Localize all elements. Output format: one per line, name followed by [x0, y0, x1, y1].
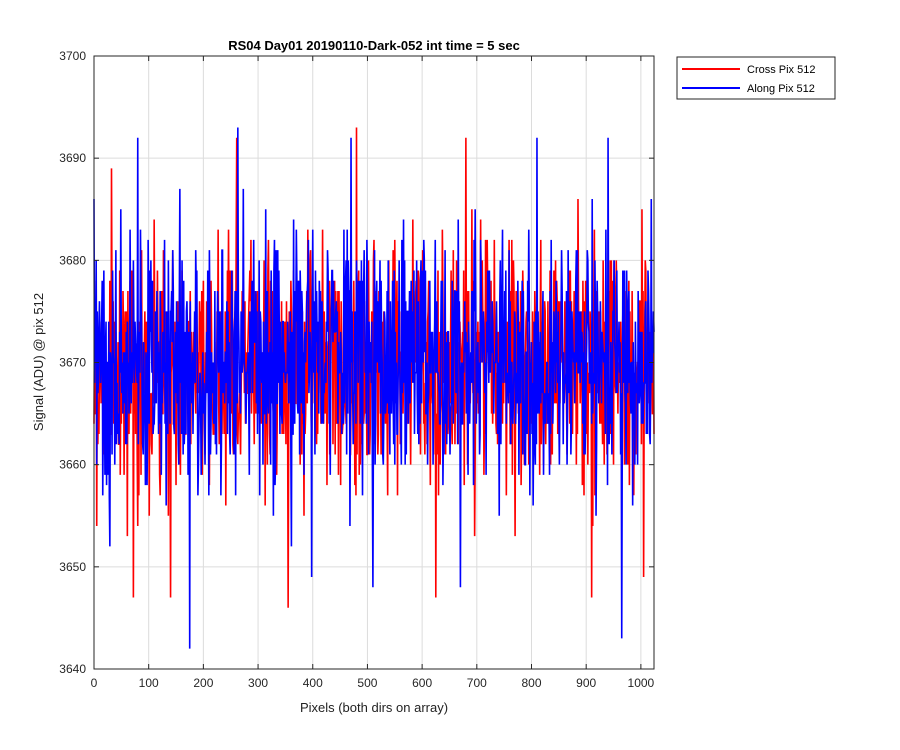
x-tick-label: 0: [91, 676, 98, 690]
chart-title: RS04 Day01 20190110-Dark-052 int time = …: [228, 38, 520, 53]
x-axis-label: Pixels (both dirs on array): [300, 700, 448, 715]
x-tick-label: 300: [248, 676, 268, 690]
legend: Cross Pix 512 Along Pix 512: [676, 56, 836, 100]
x-tick-label: 700: [467, 676, 487, 690]
series-line-1: [93, 127, 655, 649]
x-tick-label: 200: [193, 676, 213, 690]
legend-label-along: Along Pix 512: [747, 83, 815, 95]
plot-series: [93, 127, 655, 649]
y-tick-label: 3650: [59, 560, 86, 574]
y-tick-label: 3680: [59, 253, 86, 267]
x-tick-label: 600: [412, 676, 432, 690]
y-axis-label: Signal (ADU) @ pix 512: [31, 293, 46, 431]
x-tick-label: 400: [303, 676, 323, 690]
legend-box: [676, 56, 836, 100]
y-tick-label: 3700: [59, 49, 86, 63]
legend-label-cross: Cross Pix 512: [747, 64, 815, 76]
y-tick-label: 3690: [59, 151, 86, 165]
y-tick-label: 3640: [59, 662, 86, 676]
x-tick-label: 100: [139, 676, 159, 690]
y-tick-label: 3670: [59, 356, 86, 370]
x-tick-label: 900: [576, 676, 596, 690]
x-tick-label: 1000: [628, 676, 655, 690]
y-tick-labels: 3640 3650 3660 3670 3680 3690 3700: [59, 49, 86, 676]
axis-ticks: [93, 55, 654, 670]
y-tick-label: 3660: [59, 458, 86, 472]
x-tick-labels: 0 100 200 300 400 500 600 700 800 900 1000: [91, 676, 655, 690]
x-tick-label: 800: [521, 676, 541, 690]
x-tick-label: 500: [357, 676, 377, 690]
